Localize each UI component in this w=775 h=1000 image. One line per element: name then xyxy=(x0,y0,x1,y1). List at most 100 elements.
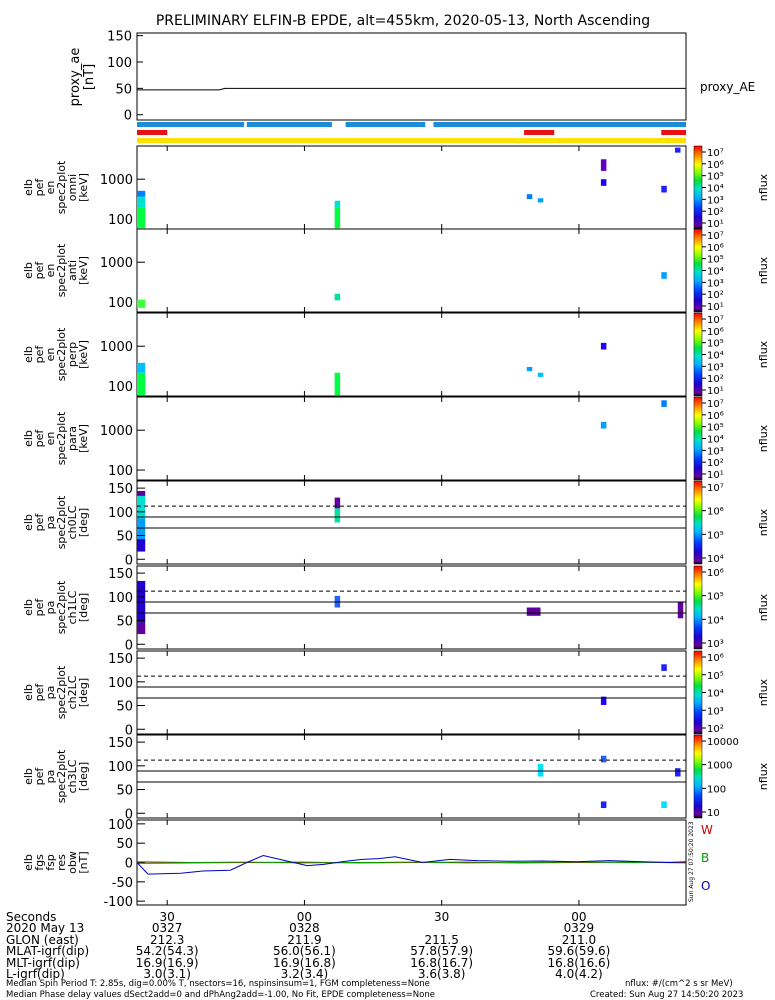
ephem-cell: 211.5 xyxy=(425,933,459,947)
pa-ylabel: [deg] xyxy=(77,593,90,622)
pa-ylabel: spec2plot xyxy=(55,580,68,634)
spectrogram-pixel xyxy=(526,194,533,200)
colorbar-tick-label: 10⁵ xyxy=(707,339,724,350)
colorbar-tick-label: 10² xyxy=(707,290,724,301)
chart-title: PRELIMINARY ELFIN-B EPDE, alt=455km, 202… xyxy=(156,13,650,29)
footer-line-2: Median Phase delay values dSect2add=0 an… xyxy=(6,990,435,1000)
ephem-row-label: L-igrf(dip) xyxy=(6,967,65,981)
colorbar-tick-label: 1000 xyxy=(707,761,732,772)
spectrogram-pixel xyxy=(600,755,607,763)
colorbar-tick-label: 10⁶ xyxy=(707,160,724,171)
proxy-ae-ylabel-2: [nT] xyxy=(82,64,97,90)
pa-ylabel: pef xyxy=(33,767,46,786)
colorbar-tick-label: 10⁵ xyxy=(707,671,724,682)
ephem-row-label: GLON (east) xyxy=(6,933,79,947)
pa-ylabel: pa xyxy=(44,686,57,700)
spectrogram-pixel xyxy=(661,400,667,407)
ephem-row-label: MLAT-igrf(dip) xyxy=(6,944,89,958)
mag-ticks: 100 50 0 -50 -100 xyxy=(103,818,580,910)
colorbar-tick-label: 100 xyxy=(707,784,726,795)
energy-ylabel: pef xyxy=(33,345,46,364)
pa-ytick-label: 150 xyxy=(108,567,133,582)
ephem-cell: 0329 xyxy=(564,921,595,935)
spectrogram-pixel xyxy=(137,539,146,552)
colorbar-tick-label: 10⁵ xyxy=(707,172,724,183)
colorbar-tick-label: 10¹ xyxy=(707,302,724,313)
energy-ylabel: elb xyxy=(22,430,35,447)
pa-panel-frame xyxy=(136,565,687,650)
spectrogram-pixel xyxy=(334,372,341,396)
colorbar-tick-label: 10⁶ xyxy=(707,507,724,518)
colorbar-tick-label: 10⁵ xyxy=(707,255,724,266)
colorbar-tick-label: 10⁴ xyxy=(707,615,724,626)
colorbar-label: nflux xyxy=(757,340,770,368)
pa-ylabel: ch1LC xyxy=(66,590,79,624)
colorbar xyxy=(693,734,703,819)
pa-panels: 150100500elbpefpaspec2plotch0LC[deg]10⁷1… xyxy=(22,480,770,822)
energy-ylabel: spec2plot xyxy=(55,327,68,381)
energy-ylabel: omni xyxy=(66,174,79,201)
energy-panel-frame xyxy=(136,228,687,313)
colorbar-label: nflux xyxy=(757,678,770,706)
colorbar-tick-label: 10⁴ xyxy=(707,554,724,565)
energy-panels: 1000100elbpefenspec2plotomni[keV]10⁷10⁶1… xyxy=(22,145,770,481)
colorbar-tick-label: 10³ xyxy=(707,195,724,206)
spectrogram-pixel xyxy=(137,196,146,208)
ephem-cell: 16.8(16.6) xyxy=(548,956,611,970)
colorbar-tick-label: 10 xyxy=(707,808,720,819)
spectrogram-pixel xyxy=(537,372,544,377)
proxy-ae-ytick-label: 150 xyxy=(107,30,132,45)
colorbar-tick-label: 10⁵ xyxy=(707,423,724,434)
mag-legend-w: W xyxy=(701,823,713,837)
mag-ytick-label: 0 xyxy=(125,857,133,872)
status-bar-red xyxy=(137,130,168,135)
pa-ylabel: elb xyxy=(22,514,35,531)
pa-ytick-label: 0 xyxy=(125,553,133,568)
energy-ylabel: para xyxy=(66,426,79,451)
pa-ylabel: ch0LC xyxy=(66,505,79,539)
pa-ytick-label: 100 xyxy=(108,760,133,775)
spectrogram-pixel xyxy=(675,147,681,153)
colorbar-tick-label: 10⁷ xyxy=(707,483,724,494)
energy-ylabel: pef xyxy=(33,429,46,448)
energy-ylabel: elb xyxy=(22,262,35,279)
pa-ylabel: spec2plot xyxy=(55,495,68,549)
mag-ytick-label: 50 xyxy=(116,837,133,852)
pa-ylabel: elb xyxy=(22,684,35,701)
pa-ytick-label: 150 xyxy=(108,652,133,667)
proxy-ae-ytick-label: 0 xyxy=(124,109,132,124)
proxy-ae-legend: proxy_AE xyxy=(700,80,755,94)
colorbar-tick-label: 10⁴ xyxy=(707,689,724,700)
energy-ytick-label: 1000 xyxy=(100,424,133,439)
spectrogram-pixel xyxy=(137,518,146,540)
spectrogram-pixel xyxy=(334,207,341,229)
ephem-row-label: Seconds xyxy=(6,910,56,924)
colorbar xyxy=(693,565,703,650)
colorbar-tick-label: 10² xyxy=(707,374,724,385)
colorbar-label: nflux xyxy=(757,173,770,201)
spectrogram-pixel xyxy=(661,801,667,809)
colorbar-tick-label: 10⁶ xyxy=(707,411,724,422)
energy-ylabel: pef xyxy=(33,261,46,280)
colorbar-tick-label: 10⁷ xyxy=(707,231,724,242)
side-stamp: Sun Aug 27 07:50:20 2023 xyxy=(688,821,695,902)
colorbar xyxy=(693,312,703,397)
colorbar-tick-label: 10⁴ xyxy=(707,435,724,446)
pa-ylabel: spec2plot xyxy=(55,665,68,719)
ephem-cell: 3.2(3.4) xyxy=(281,967,329,981)
status-bar-blue xyxy=(137,122,245,127)
ephem-cell: 00 xyxy=(297,910,312,924)
pa-ytick-label: 0 xyxy=(125,638,133,653)
pa-ylabel: elb xyxy=(22,599,35,616)
ephem-cell: 3.6(3.8) xyxy=(418,967,466,981)
energy-panel-0: 1000100elbpefenspec2plotomni[keV]10⁷10⁶1… xyxy=(22,145,770,230)
spectrogram-pixel xyxy=(537,198,544,203)
energy-ylabel: elb xyxy=(22,179,35,196)
spectrogram-pixel xyxy=(137,362,146,373)
proxy-ae-ylabel-1: proxy_ae xyxy=(68,48,83,107)
footer-line-1: Median Spin Period T: 2.85s, dig=0.00% T… xyxy=(6,979,430,989)
proxy-ae-frame xyxy=(136,32,687,121)
colorbar-label: nflux xyxy=(757,762,770,790)
